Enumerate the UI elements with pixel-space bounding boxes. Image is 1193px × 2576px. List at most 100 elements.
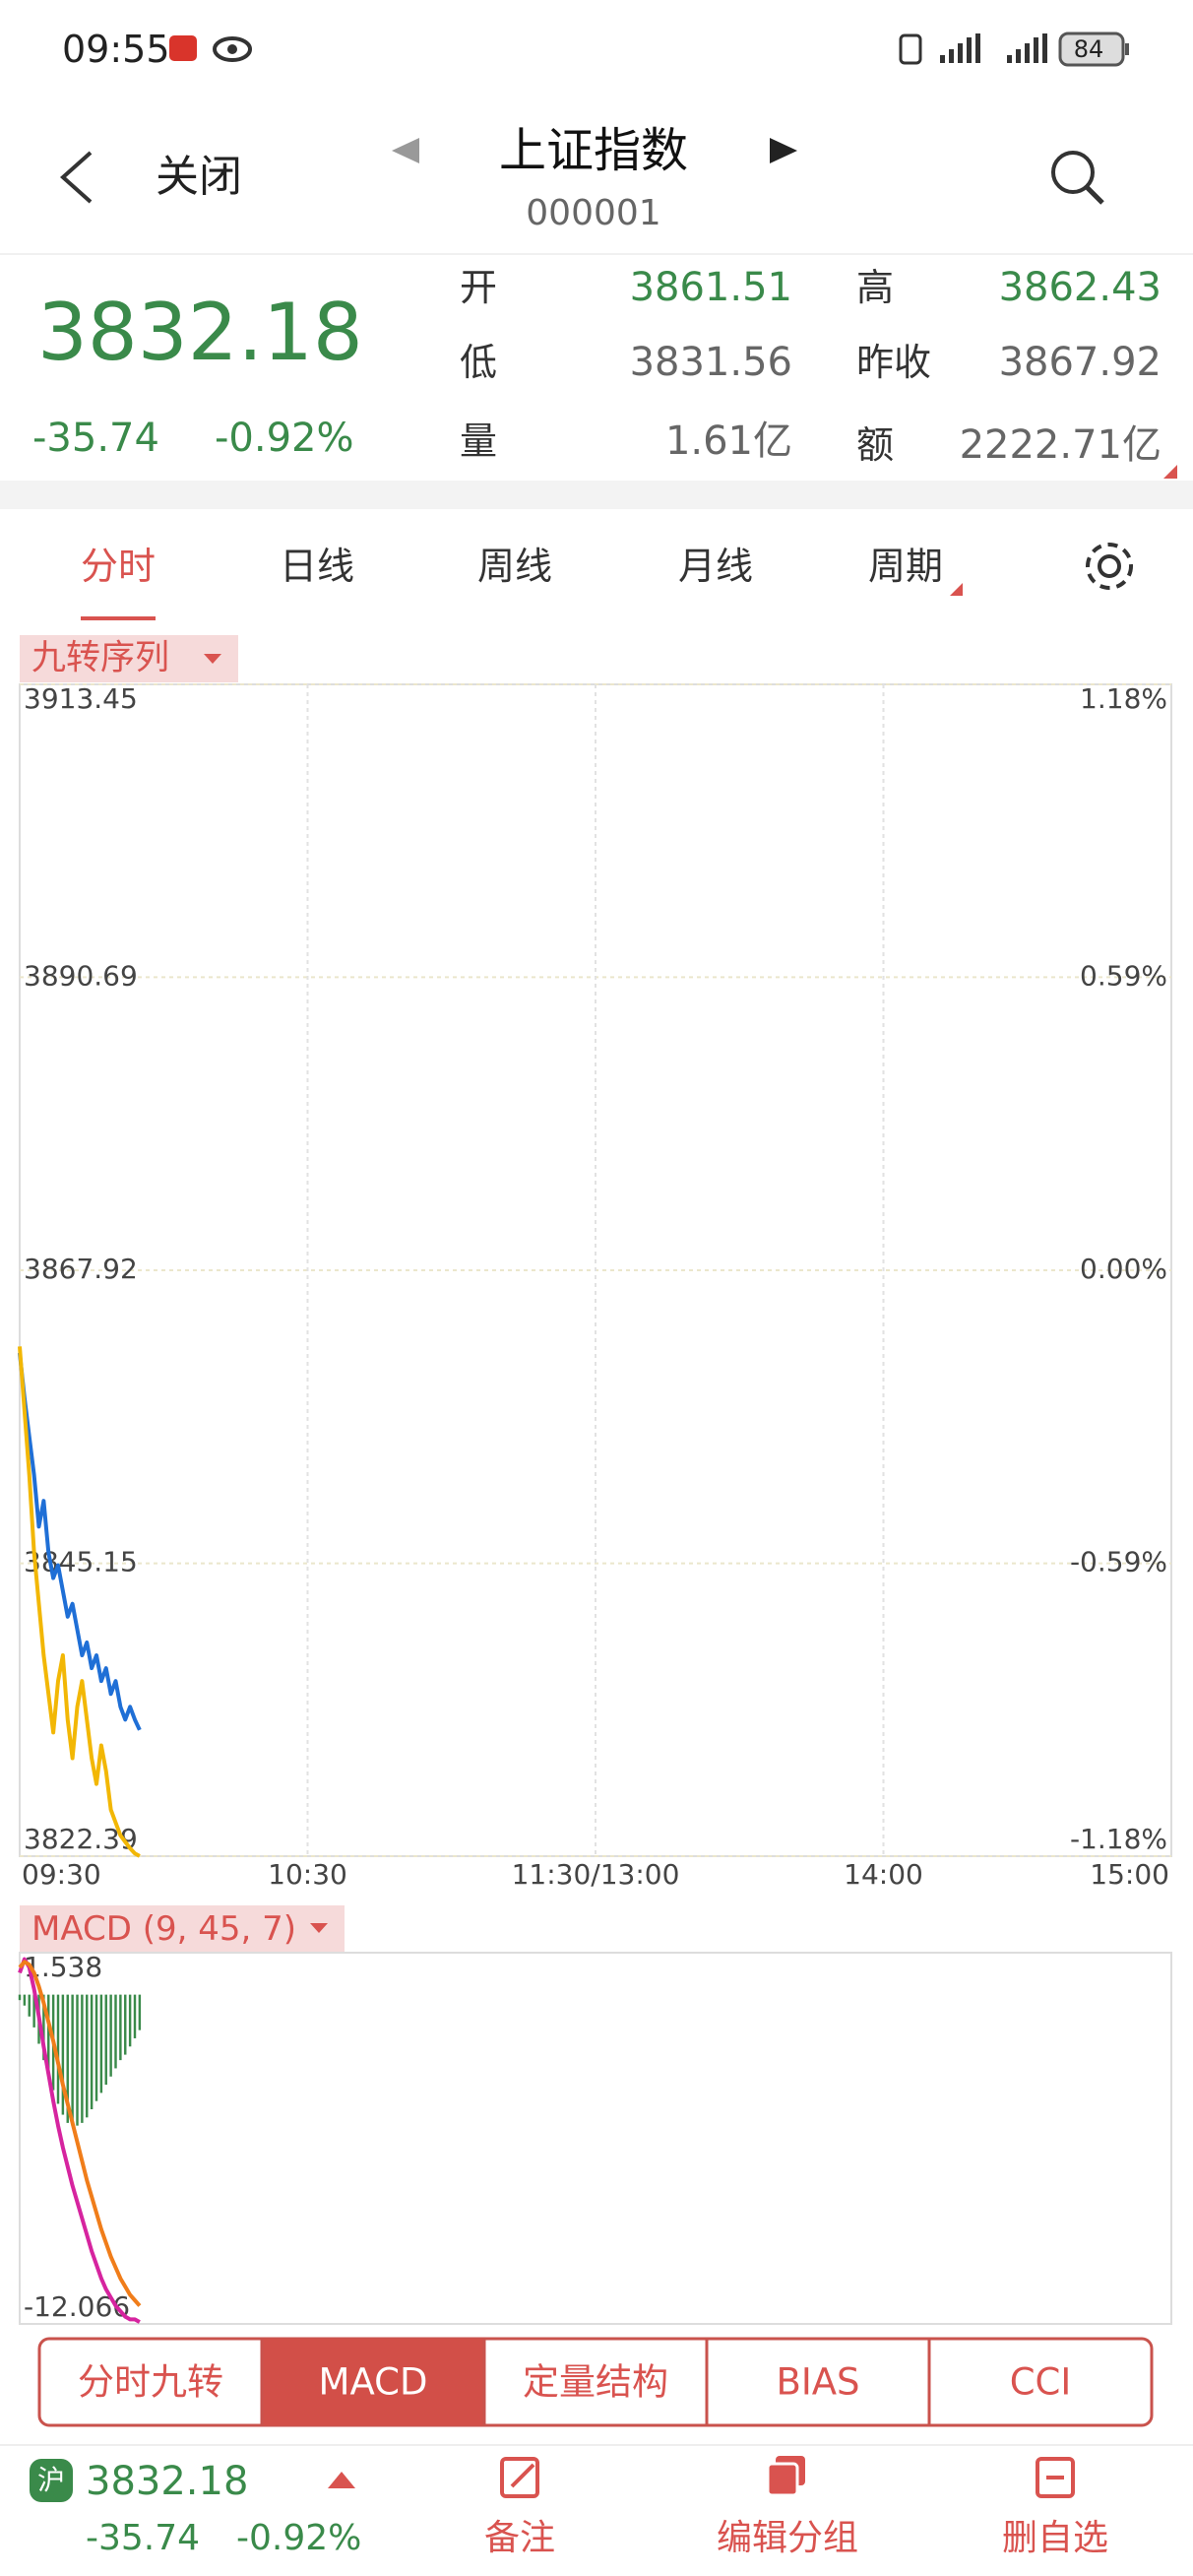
histogram-bar (138, 1994, 142, 2030)
y-tick-label: 3822.39 (24, 1823, 138, 1855)
price-line (18, 1957, 141, 2324)
label-box[interactable] (20, 1905, 345, 1953)
bottom-change-pct: -0.92% (236, 2518, 362, 2558)
histogram-bar (42, 1994, 45, 2061)
price-line (18, 1960, 142, 2307)
bottom-price: 3832.18 (86, 2459, 249, 2504)
field-value: 3831.56 (629, 340, 792, 385)
indicator-tab[interactable]: MACD (318, 2360, 428, 2404)
period-tab[interactable]: 周线 (476, 545, 553, 588)
index-code: 000001 (526, 193, 661, 233)
histogram-bar (90, 1994, 94, 2110)
action-label[interactable]: 备注 (483, 2518, 556, 2558)
eye-icon (213, 36, 252, 62)
period-tab[interactable]: 日线 (279, 545, 355, 588)
x-tick-label: 14:00 (844, 1858, 923, 1891)
histogram-bar (61, 1994, 65, 2115)
label-box[interactable] (20, 635, 238, 682)
indicator-tab[interactable]: 定量结构 (523, 2360, 668, 2404)
y2-tick-label: 1.18% (1080, 682, 1167, 715)
y-tick-label: 3845.15 (24, 1546, 138, 1578)
field-label: 低 (460, 341, 498, 384)
x-tick-label: 09:30 (22, 1858, 101, 1891)
histogram-bar (128, 1994, 132, 2047)
field-label: 开 (460, 266, 498, 309)
change: -35.74 (32, 416, 159, 461)
indicator-tab[interactable]: BIAS (776, 2360, 860, 2404)
y2-tick-label: -0.59% (1070, 1546, 1167, 1578)
search-handle (1085, 185, 1104, 205)
histogram-bar (109, 1994, 112, 2077)
signal-icons (899, 33, 1047, 65)
back-icon[interactable] (59, 151, 93, 204)
prev-arrow[interactable] (392, 138, 419, 163)
histogram-bar (133, 1994, 137, 2038)
histogram-bar (47, 1994, 50, 2077)
settings-icon[interactable] (1086, 543, 1133, 590)
chart-title[interactable]: 九转序列 (31, 638, 170, 678)
histogram-bar (76, 1994, 79, 2126)
indicator-tab[interactable]: CCI (1009, 2360, 1072, 2404)
price-line (18, 1346, 141, 1858)
histogram-bar (56, 1994, 60, 2104)
gap (0, 481, 1193, 509)
y2-tick-label: 0.59% (1080, 960, 1167, 993)
clock: 09:55 (62, 28, 170, 71)
period-tab[interactable]: 月线 (677, 545, 754, 588)
market-badge (30, 2459, 73, 2502)
battery-level: 84 (1073, 35, 1104, 63)
market-badge-text: 沪 (36, 2464, 66, 2496)
chart-title[interactable]: MACD (9, 45, 7) (31, 1909, 297, 1949)
y-tick-label: 3867.92 (24, 1253, 138, 1285)
x-tick-label: 10:30 (268, 1858, 347, 1891)
field-value: 3862.43 (998, 265, 1162, 310)
index-title: 上证指数 (498, 123, 689, 178)
active-tab[interactable] (262, 2339, 484, 2425)
field-label: 额 (856, 423, 895, 467)
period-tab[interactable]: 分时 (80, 545, 157, 588)
field-label: 昨收 (856, 341, 932, 384)
histogram-bar (124, 1994, 127, 2055)
group-icon[interactable] (766, 2456, 805, 2497)
field-label: 高 (856, 266, 895, 309)
y2-tick-label: -1.18% (1070, 1823, 1167, 1855)
close-button[interactable]: 关闭 (156, 152, 242, 202)
change-pct: -0.92% (215, 416, 354, 461)
field-value: 1.61亿 (664, 419, 792, 464)
histogram-bar (86, 1994, 89, 2118)
dropdown-arrow[interactable] (204, 654, 221, 664)
histogram-bar (71, 1994, 74, 2126)
histogram-bar (32, 1994, 35, 2028)
action-label[interactable]: 编辑分组 (716, 2518, 859, 2558)
app-badge-icon (169, 35, 197, 61)
note-icon[interactable] (500, 2457, 539, 2498)
dropdown-arrow[interactable] (310, 1923, 328, 1933)
price-line (18, 1352, 142, 1731)
histogram-bar (28, 1994, 31, 2017)
x-tick-label: 11:30/13:00 (512, 1858, 680, 1891)
x-tick-label: 15:00 (1090, 1858, 1169, 1891)
indicator-tab[interactable]: 分时九转 (78, 2360, 223, 2404)
histogram-bar (23, 1994, 27, 2006)
bottom-change: -35.74 (86, 2518, 201, 2558)
period-tab[interactable]: 周期 (867, 545, 944, 588)
histogram-bar (94, 1994, 98, 2101)
last-price: 3832.18 (37, 287, 363, 378)
field-value: 2222.71亿 (959, 422, 1162, 468)
next-arrow[interactable] (770, 138, 797, 163)
remove-icon[interactable] (1036, 2457, 1075, 2498)
plot-frame (19, 1952, 1172, 2325)
field-value: 3861.51 (629, 265, 792, 310)
histogram-bar (114, 1994, 117, 2069)
histogram-bar (99, 1994, 103, 2093)
field-label: 量 (460, 419, 498, 463)
histogram-bar (104, 1994, 107, 2086)
battery-tip (1125, 43, 1129, 55)
search-icon[interactable] (1051, 151, 1095, 194)
action-label[interactable]: 删自选 (1001, 2518, 1109, 2558)
tab-corner-mark (950, 583, 963, 596)
y-tick-label: 3890.69 (24, 959, 138, 992)
up-arrow (328, 2472, 355, 2488)
field-value: 3867.92 (998, 340, 1162, 385)
